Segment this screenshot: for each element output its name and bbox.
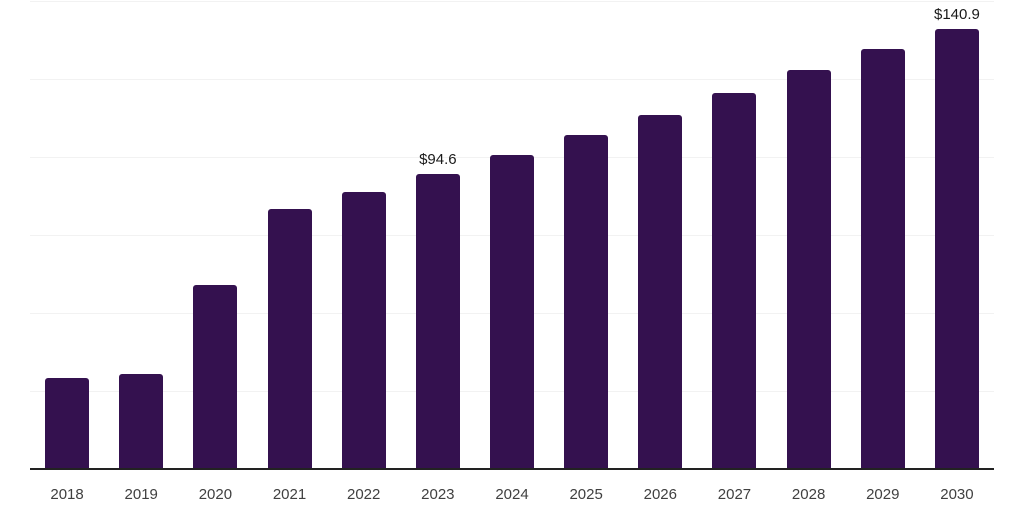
x-axis-line xyxy=(30,468,994,470)
bar-2020 xyxy=(193,285,238,469)
bar-2025 xyxy=(564,135,609,469)
bar-2028 xyxy=(786,70,831,469)
bar-2021 xyxy=(267,209,312,469)
bar-2026 xyxy=(638,115,683,469)
x-axis-label-2025: 2025 xyxy=(569,486,603,503)
bar-2029 xyxy=(860,49,905,469)
bar-value-label-2030: $140.9 xyxy=(933,6,980,23)
bar-2024 xyxy=(490,155,534,469)
x-axis-label-2029: 2029 xyxy=(866,486,900,503)
x-axis-label-2027: 2027 xyxy=(717,486,752,503)
bar-2018 xyxy=(45,378,90,469)
bar-2023 xyxy=(415,174,460,469)
x-axis-label-2023: 2023 xyxy=(421,486,455,503)
x-axis-label-2026: 2026 xyxy=(643,486,677,503)
x-axis-label-2020: 2020 xyxy=(198,486,233,503)
gridline xyxy=(30,79,994,80)
x-axis-label-2019: 2019 xyxy=(124,486,158,503)
x-axis-label-2030: 2030 xyxy=(940,486,974,503)
x-axis-label-2021: 2021 xyxy=(272,486,307,503)
x-axis-label-2018: 2018 xyxy=(50,486,84,503)
bar-2019 xyxy=(119,374,164,469)
x-axis-label-2024: 2024 xyxy=(495,486,529,503)
x-axis-label-2028: 2028 xyxy=(791,486,826,503)
bar-2022 xyxy=(341,192,386,469)
bar-2030 xyxy=(934,29,979,469)
x-axis-label-2022: 2022 xyxy=(347,486,381,503)
bar-2027 xyxy=(712,93,757,469)
gridline xyxy=(30,1,994,2)
bar-value-label-2023: $94.6 xyxy=(419,151,457,168)
